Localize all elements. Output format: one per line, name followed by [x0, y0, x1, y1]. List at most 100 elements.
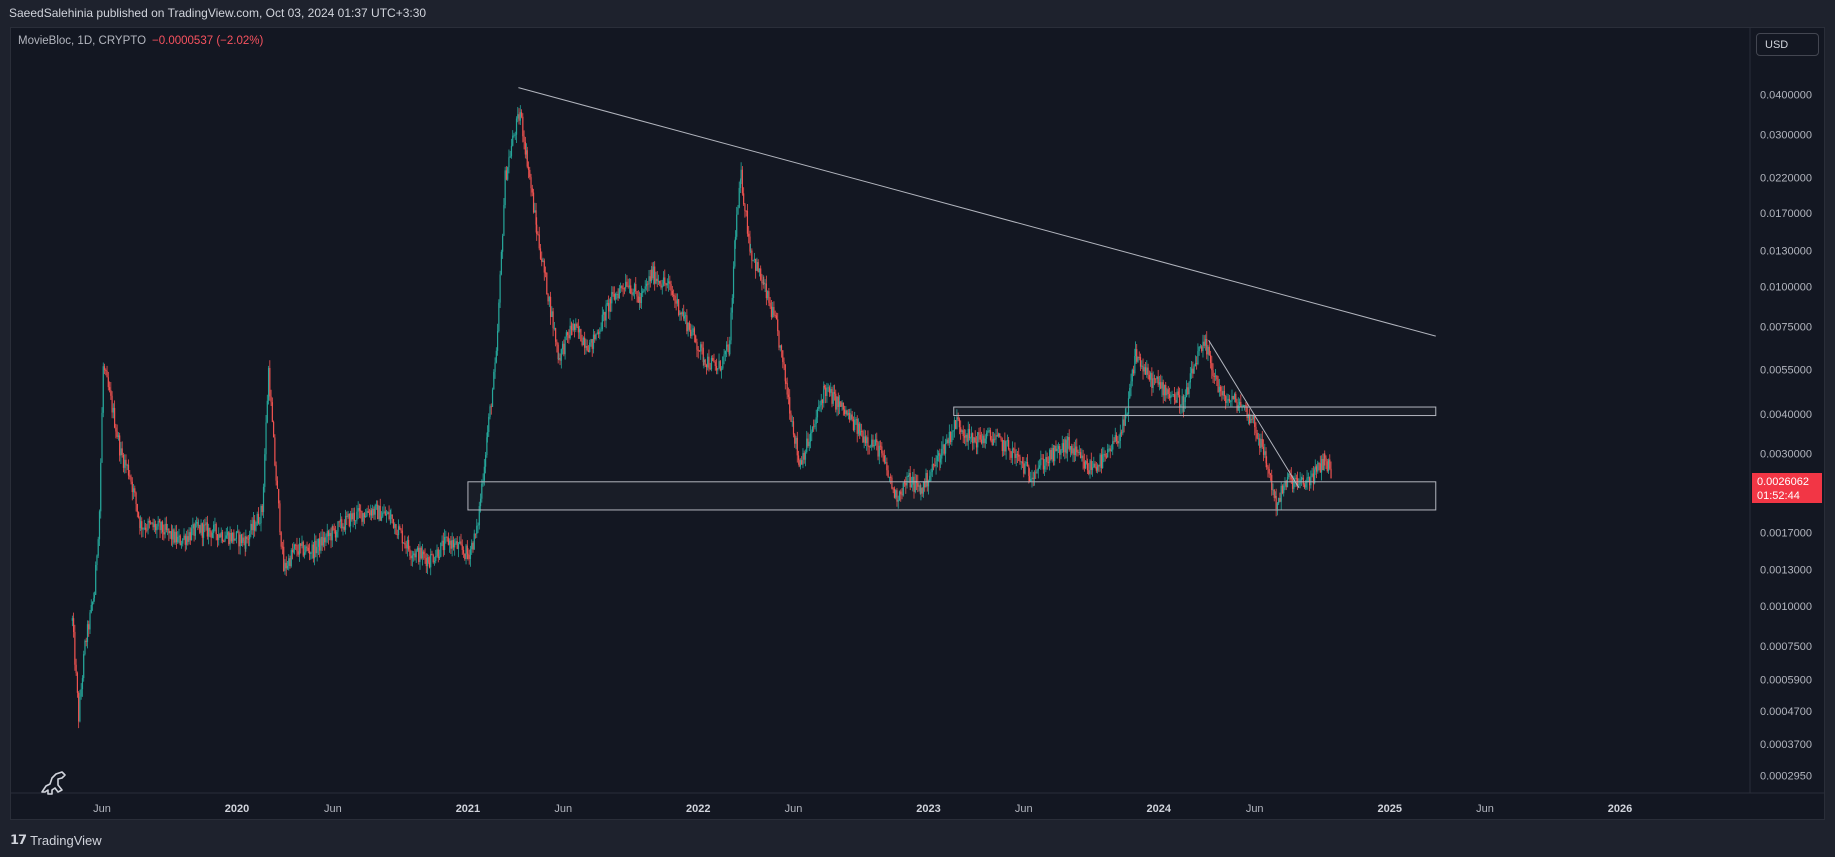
candle	[707, 353, 709, 371]
candle	[729, 336, 731, 356]
chart-pane[interactable]	[10, 27, 1825, 820]
candle	[343, 519, 345, 532]
candle	[939, 454, 942, 469]
candle	[1119, 424, 1121, 449]
candle	[546, 272, 548, 295]
price-axis[interactable]: 0.05500000.04000000.03000000.02200000.01…	[1749, 27, 1812, 793]
candle	[472, 541, 474, 553]
candle	[896, 488, 898, 507]
candle	[666, 278, 668, 289]
candle	[777, 312, 779, 336]
currency-button[interactable]: USD	[1756, 33, 1819, 56]
candle	[755, 258, 757, 279]
candle	[1265, 447, 1267, 468]
tradingview-logo[interactable]: 𝟭𝟳 TradingView	[10, 832, 102, 848]
candle	[618, 284, 620, 299]
candle	[74, 624, 76, 671]
candle	[310, 551, 312, 560]
header-bar: SaeedSalehinia published on TradingView.…	[0, 0, 1835, 27]
candle	[510, 138, 513, 159]
candle	[906, 472, 908, 489]
candle	[551, 306, 553, 318]
candle	[975, 436, 978, 455]
candle	[602, 309, 605, 322]
candle	[372, 504, 374, 519]
candle	[1024, 461, 1026, 475]
candle	[449, 538, 451, 553]
candle	[690, 323, 692, 339]
candle	[1042, 454, 1044, 474]
candle	[826, 382, 828, 403]
candle	[315, 535, 317, 558]
candle	[1180, 404, 1182, 415]
candle	[337, 521, 339, 538]
candle	[523, 130, 525, 150]
candle	[112, 403, 114, 419]
candle	[245, 529, 247, 552]
rectangle-zone[interactable]	[467, 481, 1437, 511]
candle	[1032, 471, 1034, 487]
candle	[1199, 344, 1202, 349]
candle	[1201, 344, 1203, 353]
candle	[418, 544, 420, 565]
candle	[951, 424, 953, 446]
rectangle-zone[interactable]	[953, 406, 1437, 417]
price-tick: 0.0005900	[1760, 674, 1812, 686]
symbol-legend[interactable]: MovieBloc, 1D, CRYPTO −0.0000537 (−2.02%)	[18, 35, 263, 47]
candle	[234, 538, 236, 541]
candle	[775, 312, 778, 320]
candle	[518, 108, 520, 125]
candle	[714, 360, 716, 371]
candle	[786, 377, 788, 400]
candle	[488, 413, 490, 438]
candle	[358, 503, 361, 519]
candle	[312, 541, 314, 563]
candle	[361, 510, 363, 526]
symbol-label: MovieBloc, 1D, CRYPTO	[18, 35, 147, 47]
candle	[1187, 382, 1189, 396]
candle	[846, 409, 848, 417]
candle	[1218, 378, 1220, 397]
candle	[103, 363, 106, 375]
time-tick: 2025	[1377, 803, 1401, 815]
candle	[467, 547, 469, 561]
candle	[180, 540, 183, 549]
candle	[469, 545, 472, 567]
candle	[745, 209, 747, 217]
candle	[1203, 335, 1205, 349]
candle	[503, 198, 505, 237]
candle	[985, 430, 988, 444]
candle	[782, 350, 784, 369]
candle	[764, 279, 766, 292]
candle	[1028, 468, 1031, 483]
candle	[913, 468, 915, 499]
candle	[456, 536, 458, 550]
candle	[633, 282, 636, 299]
candle	[992, 432, 995, 446]
candle	[307, 544, 309, 554]
candle	[78, 691, 80, 729]
candle	[108, 381, 111, 393]
candle	[1191, 361, 1193, 379]
candle	[1327, 458, 1330, 474]
candle	[441, 535, 443, 547]
candle	[230, 529, 232, 544]
candle	[1231, 389, 1233, 407]
candle	[363, 512, 366, 524]
candle	[451, 532, 453, 557]
time-axis[interactable]: Jun 2020 Jun 2021 Jun 2022 Jun 2023 Jun 2024 Jun 20…	[10, 792, 1825, 815]
candle	[1054, 445, 1056, 466]
trendline[interactable]	[518, 87, 1436, 337]
trendline[interactable]	[1208, 339, 1300, 488]
candle	[1272, 483, 1274, 496]
candle	[106, 365, 108, 378]
candle	[622, 283, 624, 297]
candle	[249, 530, 251, 547]
candle	[333, 523, 335, 534]
candle	[404, 535, 406, 549]
candle	[571, 323, 573, 336]
candle	[772, 301, 774, 319]
candle	[1019, 454, 1021, 465]
drawings[interactable]	[467, 87, 1437, 511]
